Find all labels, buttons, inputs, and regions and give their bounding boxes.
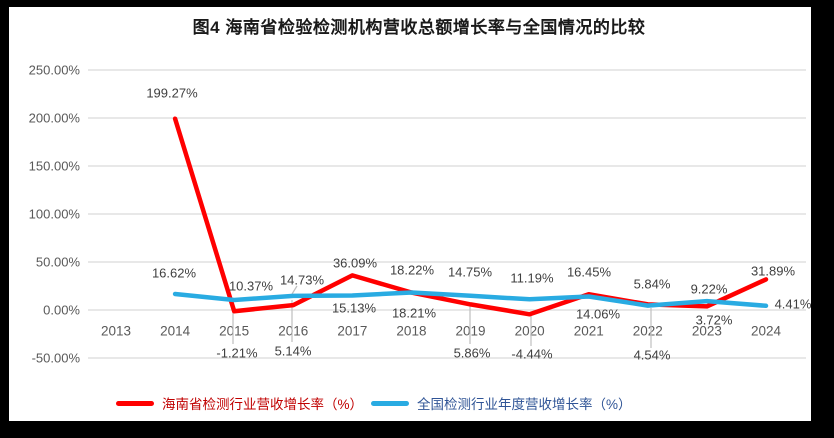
x-axis-year-label: 2020 <box>515 324 545 339</box>
y-axis-tick-label: 150.00% <box>29 159 81 174</box>
data-label-hainan-2019: 5.86% <box>454 346 491 361</box>
x-axis-year-label: 2014 <box>160 324 191 339</box>
x-axis-year-label: 2017 <box>337 324 367 339</box>
data-label-national-2015: 10.37% <box>229 279 274 294</box>
x-axis-year-label: 2013 <box>101 324 131 339</box>
y-axis-tick-label: 250.00% <box>29 63 81 78</box>
data-label-hainan-2024: 31.89% <box>751 264 796 279</box>
legend-label-hainan: 海南省检测行业营收增长率（%） <box>162 397 364 412</box>
legend-label-national: 全国检测行业年度营收增长率（%） <box>417 397 632 412</box>
y-axis-tick-label: 200.00% <box>29 111 81 126</box>
data-label-national-2022: 4.54% <box>634 348 671 363</box>
data-label-national-2017: 15.13% <box>332 301 377 316</box>
x-axis-year-label: 2015 <box>219 324 249 339</box>
legend-swatch-hainan-line <box>116 400 154 406</box>
data-label-hainan-2022: 5.84% <box>634 277 671 292</box>
national-series-line <box>172 290 769 309</box>
data-label-national-2014: 16.62% <box>152 266 197 281</box>
data-label-national-2020: 11.19% <box>510 271 554 286</box>
data-label-national-2021: 14.06% <box>576 307 621 322</box>
data-label-national-2024: 4.41% <box>775 297 812 312</box>
data-label-hainan-2017: 36.09% <box>333 256 378 271</box>
data-label-hainan-2015: -1.21% <box>216 346 258 361</box>
x-axis-year-label: 2024 <box>751 324 782 339</box>
data-label-national-2016: 14.73% <box>280 273 325 288</box>
data-label-hainan-2016: 5.14% <box>275 344 312 359</box>
y-axis-tick-label: 50.00% <box>36 255 81 270</box>
data-label-hainan-2020: -4.44% <box>511 347 553 362</box>
x-axis-year-label: 2021 <box>574 324 604 339</box>
data-label-national-2023: 9.22% <box>691 282 728 297</box>
data-label-hainan-2021: 16.45% <box>567 265 612 280</box>
chart-legend: 海南省检测行业营收增长率（%） 全国检测行业年度营收增长率（%） <box>116 394 632 412</box>
data-label-hainan-2018: 18.22% <box>390 263 435 278</box>
x-axis-year-label: 2018 <box>396 324 426 339</box>
y-axis-tick-label: 0.00% <box>43 303 80 318</box>
legend-swatch-national-line <box>371 400 410 406</box>
x-axis-year-label: 2022 <box>633 324 663 339</box>
chart-title: 图4 海南省检验检测机构营收总额增长率与全国情况的比较 <box>192 18 646 37</box>
x-axis-year-label: 2023 <box>692 324 722 339</box>
x-axis-year-label: 2016 <box>278 324 308 339</box>
data-label-national-2018: 18.21% <box>392 306 437 321</box>
data-label-national-2019: 14.75% <box>448 265 493 280</box>
data-label-hainan-2014: 199.27% <box>146 86 198 101</box>
y-axis-tick-label: -50.00% <box>32 351 81 366</box>
data-label-hainan-2023: 3.72% <box>696 313 733 328</box>
data-label-leader-line <box>291 285 298 295</box>
y-axis-tick-label: 100.00% <box>29 207 81 222</box>
